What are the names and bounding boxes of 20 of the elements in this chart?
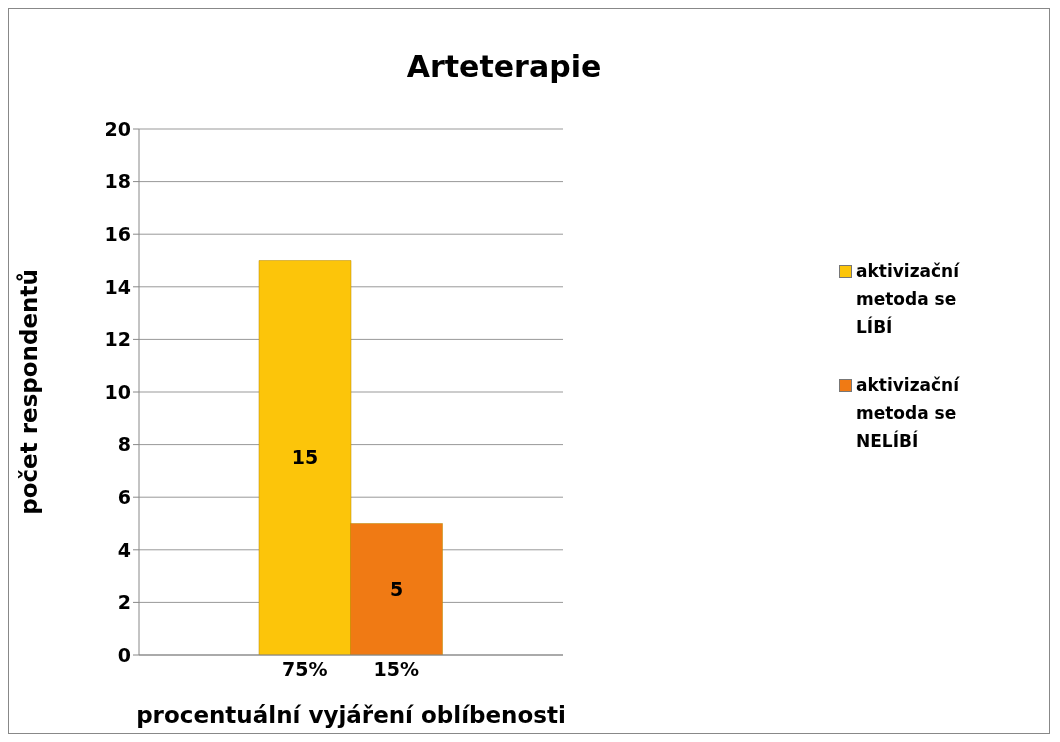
y-tick-label: 4 xyxy=(117,538,131,561)
y-tick-label: 8 xyxy=(117,433,131,456)
y-tick-label: 2 xyxy=(117,591,131,614)
data-label: 5 xyxy=(389,577,404,600)
y-tick-label: 14 xyxy=(104,275,131,298)
y-tick-label: 18 xyxy=(104,170,131,193)
legend-label: aktivizační metoda se NELÍBÍ xyxy=(856,374,961,453)
y-tick-label: 10 xyxy=(104,380,131,403)
x-tick-label: 15% xyxy=(373,658,419,681)
text: Arteterapie xyxy=(405,49,603,84)
y-tick-label: 0 xyxy=(117,643,131,666)
legend-label: aktivizační metoda se LÍBÍ xyxy=(856,260,961,339)
y-tick-label: 20 xyxy=(104,117,131,140)
y-axis-title: počet respondentů xyxy=(16,269,43,515)
x-tick-label: 75% xyxy=(282,658,328,681)
x-axis-title: procentuální vyjáření oblíbenosti xyxy=(136,702,566,728)
data-label: 15 xyxy=(291,446,319,469)
y-tick-label: 12 xyxy=(104,328,131,351)
y-tick-label: 16 xyxy=(104,222,131,245)
y-tick-label: 6 xyxy=(117,485,131,508)
